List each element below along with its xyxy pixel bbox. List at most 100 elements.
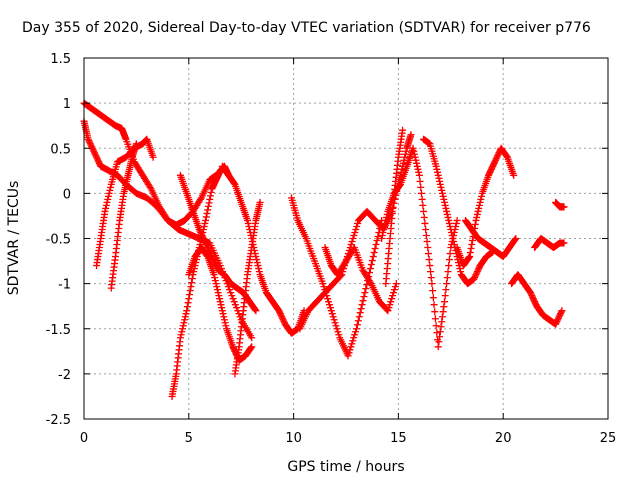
- data-point: [442, 204, 450, 212]
- data-point: [279, 316, 287, 324]
- data-point: [219, 310, 227, 318]
- data-point: [446, 250, 454, 258]
- data-point: [253, 259, 261, 267]
- data-point: [370, 249, 378, 257]
- data-point: [378, 235, 386, 242]
- data-point: [187, 283, 195, 291]
- data-point: [417, 189, 425, 197]
- data-point: [427, 268, 435, 276]
- data-point: [244, 219, 252, 227]
- series-arc-15: [420, 135, 497, 288]
- data-point: [346, 346, 354, 354]
- data-point: [93, 155, 101, 163]
- data-point: [471, 220, 479, 228]
- data-point: [86, 138, 94, 146]
- data-point: [180, 319, 188, 327]
- data-point: [468, 237, 476, 245]
- data-point: [214, 289, 222, 297]
- data-point: [385, 304, 393, 312]
- y-tick-label: 1: [63, 97, 71, 112]
- data-point: [247, 344, 255, 352]
- data-point: [106, 186, 114, 194]
- data-point: [231, 301, 239, 309]
- data-point: [488, 164, 496, 172]
- series-arc-18: [508, 271, 566, 328]
- data-point: [199, 233, 207, 241]
- data-point: [275, 307, 283, 315]
- x-tick-label: 20: [495, 431, 512, 446]
- data-point: [204, 244, 212, 252]
- data-point: [248, 343, 256, 351]
- x-tick-label: 25: [600, 431, 617, 446]
- data-point: [276, 310, 284, 318]
- data-point: [196, 227, 204, 235]
- data-point: [334, 328, 342, 336]
- data-point: [473, 213, 481, 221]
- data-point: [326, 304, 334, 312]
- data-point: [434, 168, 442, 176]
- data-point: [475, 204, 483, 212]
- data-point: [196, 195, 204, 203]
- data-point: [413, 162, 421, 170]
- data-point: [399, 126, 407, 134]
- data-point: [183, 307, 191, 315]
- data-point: [487, 165, 495, 173]
- data-point: [529, 293, 537, 301]
- data-point: [93, 153, 101, 161]
- data-point: [471, 274, 479, 282]
- data-point: [412, 156, 420, 164]
- data-point: [251, 306, 259, 314]
- data-point: [349, 337, 357, 345]
- data-point: [88, 143, 96, 151]
- data-point: [434, 171, 442, 179]
- data-point: [204, 206, 212, 214]
- plot-frame: [83, 57, 609, 420]
- data-point: [181, 313, 189, 321]
- data-point: [390, 289, 398, 297]
- data-point: [432, 162, 440, 170]
- data-point: [473, 269, 481, 277]
- data-point: [473, 268, 481, 276]
- data-point: [379, 228, 387, 236]
- data-point: [328, 310, 336, 318]
- data-point: [327, 307, 335, 315]
- data-point: [491, 158, 499, 166]
- data-point: [447, 228, 455, 236]
- axes: 0 5 10 15 20 25 -2.5 -2 -1.5 -1 -0.5 0 0.5 1 1.5: [46, 52, 617, 446]
- data-point: [466, 249, 474, 257]
- data-point: [202, 239, 210, 247]
- data-point: [218, 307, 226, 315]
- data-point: [424, 250, 432, 258]
- data-point: [230, 298, 238, 306]
- data-point: [253, 256, 261, 264]
- data-point: [437, 183, 445, 191]
- data-point: [243, 216, 251, 224]
- data-point: [531, 298, 539, 306]
- data-point: [417, 183, 425, 191]
- data-point: [492, 156, 500, 164]
- data-point: [402, 147, 410, 155]
- data-point: [389, 292, 397, 300]
- data-point: [179, 322, 187, 330]
- data-point: [104, 195, 112, 203]
- data-point: [210, 271, 218, 279]
- data-point: [278, 313, 286, 321]
- data-point: [332, 322, 340, 330]
- data-point: [494, 152, 502, 160]
- data-point: [324, 295, 332, 303]
- data-point: [399, 159, 407, 167]
- data-point: [280, 317, 288, 325]
- data-point: [146, 183, 154, 191]
- data-point: [213, 286, 221, 294]
- data-point: [554, 316, 562, 324]
- data-point: [89, 146, 97, 154]
- data-point: [92, 152, 100, 160]
- data-point: [104, 192, 112, 200]
- data-point: [211, 274, 219, 282]
- data-point: [560, 239, 568, 247]
- data-point: [200, 222, 208, 230]
- data-point: [428, 280, 436, 288]
- data-point: [228, 292, 236, 300]
- data-point: [276, 308, 284, 316]
- data-point: [441, 198, 449, 206]
